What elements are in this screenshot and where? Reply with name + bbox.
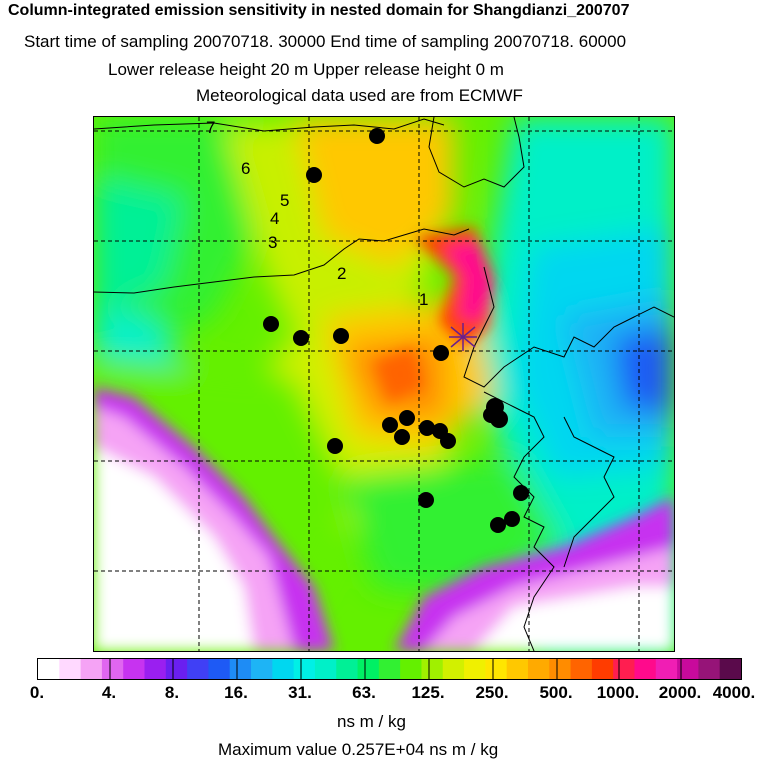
map-canvas: 1 2 3 4 5 6 7	[94, 117, 674, 651]
colorbar-swatch	[144, 659, 167, 679]
colorbar-swatch	[655, 659, 678, 679]
station-marker	[504, 511, 520, 527]
station-marker	[293, 330, 309, 346]
colorbar-unit: ns m / kg	[337, 712, 406, 731]
station-marker	[513, 485, 529, 501]
colorbar-swatch	[208, 659, 231, 679]
colorbar-tick: 4000.	[712, 683, 756, 702]
colorbar-swatches	[38, 659, 741, 679]
colorbar-tick: 250.	[475, 683, 509, 702]
colorbar-swatch	[634, 659, 657, 679]
station-markers	[263, 128, 529, 533]
station-marker	[433, 345, 449, 361]
colorbar-swatch	[506, 659, 529, 679]
colorbar-swatch	[187, 659, 210, 679]
maximum-value: Maximum value 0.257E+04 ns m / kg	[218, 740, 499, 759]
track-label-5: 5	[280, 191, 289, 210]
colorbar-swatch	[464, 659, 486, 679]
colorbar-swatch	[570, 659, 593, 679]
station-marker	[490, 517, 506, 533]
colorbar-swatch	[485, 659, 508, 679]
colorbar-tick: 8.	[164, 683, 180, 702]
station-marker	[483, 407, 499, 423]
colorbar-swatch	[314, 659, 337, 679]
colorbar-tick: 16.	[224, 683, 248, 702]
colorbar-swatch	[251, 659, 273, 679]
track-label-3: 3	[268, 233, 277, 252]
station-marker	[399, 410, 415, 426]
colorbar-tick: 500.	[539, 683, 573, 702]
colorbar-swatch	[357, 659, 380, 679]
colorbar-tick: 31.	[288, 683, 312, 702]
sampling-time-line: Start time of sampling 20070718. 30000 E…	[24, 32, 627, 51]
colorbar-tick: 4.	[101, 683, 117, 702]
colorbar-tick: 125.	[411, 683, 445, 702]
colorbar-tick: 0.	[29, 683, 45, 702]
colorbar-swatch	[229, 659, 252, 679]
colorbar-swatch	[38, 659, 60, 679]
colorbar-tick: 2000.	[658, 683, 702, 702]
colorbar-swatch	[101, 659, 124, 679]
track-label-1: 1	[419, 290, 428, 309]
met-data-line: Meteorological data used are from ECMWF	[196, 86, 523, 105]
low-sensitivity-region	[94, 387, 674, 651]
colorbar-swatch	[336, 659, 359, 679]
colorbar-swatch	[549, 659, 572, 679]
colorbar-swatch	[123, 659, 146, 679]
map-gridlines	[94, 117, 674, 651]
star-icon	[449, 323, 477, 351]
colorbar-swatch	[59, 659, 82, 679]
release-height-line: Lower release height 20 m Upper release …	[108, 60, 504, 79]
colorbar-swatch	[677, 659, 699, 679]
track-label-6: 6	[241, 159, 250, 178]
coastlines	[94, 117, 674, 651]
track-labels: 1 2 3 4 5 6 7	[206, 118, 428, 309]
figure-title: Column-integrated emission sensitivity i…	[8, 2, 630, 19]
colorbar-swatch	[591, 659, 614, 679]
sensitivity-map: 1 2 3 4 5 6 7	[93, 116, 675, 652]
station-marker	[327, 438, 343, 454]
colorbar-swatch	[527, 659, 550, 679]
track-label-7: 7	[206, 118, 215, 137]
track-label-2: 2	[337, 264, 346, 283]
station-marker	[369, 128, 385, 144]
station-marker	[419, 420, 435, 436]
station-marker	[418, 492, 434, 508]
station-marker	[440, 433, 456, 449]
sensitivity-peak	[374, 227, 494, 402]
track-label-4: 4	[270, 209, 279, 228]
colorbar-swatch	[442, 659, 465, 679]
colorbar-swatch	[719, 659, 741, 679]
colorbar-swatch	[272, 659, 295, 679]
colorbar-swatch	[421, 659, 444, 679]
colorbar	[37, 658, 742, 680]
station-marker	[263, 316, 279, 332]
colorbar-tick: 1000.	[596, 683, 640, 702]
colorbar-tick: 63.	[352, 683, 376, 702]
colorbar-swatch	[698, 659, 721, 679]
colorbar-swatch	[293, 659, 316, 679]
colorbar-swatch	[613, 659, 636, 679]
station-marker	[306, 167, 322, 183]
station-marker	[394, 429, 410, 445]
colorbar-swatch	[400, 659, 423, 679]
colorbar-swatch	[378, 659, 401, 679]
station-marker	[333, 328, 349, 344]
colorbar-swatch	[80, 659, 103, 679]
station-marker	[382, 417, 398, 433]
colorbar-swatch	[165, 659, 188, 679]
